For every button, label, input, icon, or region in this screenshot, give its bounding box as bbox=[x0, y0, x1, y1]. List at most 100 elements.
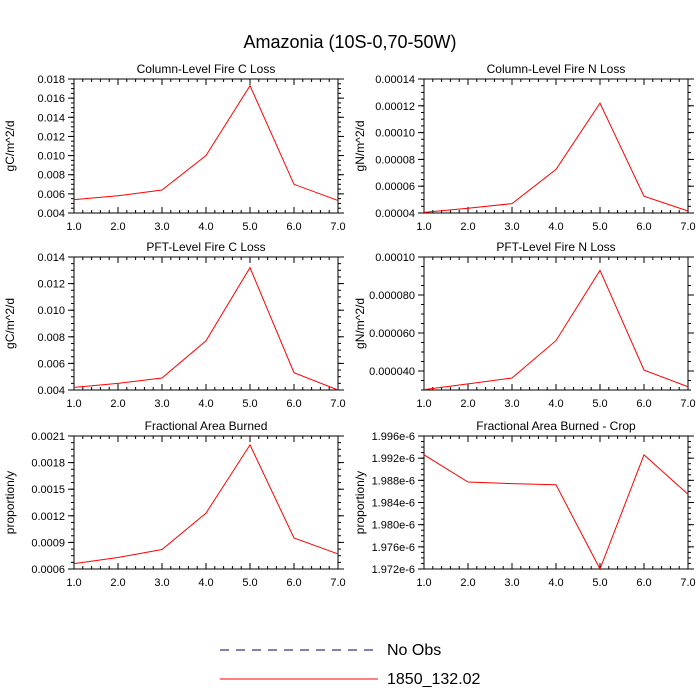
y-tick-label: 0.012 bbox=[37, 279, 65, 291]
series-line bbox=[73, 84, 339, 202]
plot-frame bbox=[423, 78, 689, 214]
y-tick-label: 1.972e-6 bbox=[372, 564, 415, 576]
plot-frame bbox=[73, 78, 339, 214]
y-tick-label: 0.000060 bbox=[369, 328, 415, 340]
chart-panel-1: Column-Level Fire C Loss gC/m^2/d 1.0 2.0 3.… bbox=[3, 62, 346, 233]
y-tick-label: 1.988e-6 bbox=[372, 475, 415, 487]
y-tick-label: 1.996e-6 bbox=[372, 431, 415, 443]
x-tick-label: 1.0 bbox=[66, 577, 81, 589]
y-tick-label: 0.000040 bbox=[369, 366, 415, 378]
x-tick-label: 7.0 bbox=[680, 398, 695, 410]
x-tick-label: 6.0 bbox=[286, 398, 301, 410]
y-tick-label: 0.00010 bbox=[375, 128, 415, 140]
chart-panels: Column-Level Fire C Loss gC/m^2/d 1.0 2.0 3.… bbox=[3, 62, 696, 589]
chart-title: PFT-Level Fire N Loss bbox=[496, 240, 615, 254]
y-tick-label: 0.00014 bbox=[375, 74, 415, 86]
x-tick-label: 5.0 bbox=[592, 221, 607, 233]
x-tick-label: 4.0 bbox=[548, 221, 563, 233]
legend: No Obs 1850_132.02 bbox=[220, 642, 481, 688]
chart-panel-2: Column-Level Fire N Loss gN/m^2/d 1.0 2.0 3.… bbox=[353, 62, 696, 233]
y-tick-label: 0.014 bbox=[37, 252, 65, 264]
y-tick-label: 1.976e-6 bbox=[372, 542, 415, 554]
chart-title: PFT-Level Fire C Loss bbox=[146, 240, 265, 254]
x-tick-label: 6.0 bbox=[286, 577, 301, 589]
x-tick-label: 7.0 bbox=[330, 577, 345, 589]
y-tick-label: 0.018 bbox=[37, 74, 65, 86]
x-tick-label: 1.0 bbox=[416, 398, 431, 410]
x-tick-label: 3.0 bbox=[504, 221, 519, 233]
y-tick-label: 0.016 bbox=[37, 93, 65, 105]
chart-panel-4: PFT-Level Fire N Loss gN/m^2/d 1.0 2.0 3.0 4.… bbox=[353, 240, 696, 410]
x-tick-label: 4.0 bbox=[548, 398, 563, 410]
x-tick-label: 5.0 bbox=[592, 398, 607, 410]
x-tick-label: 7.0 bbox=[330, 221, 345, 233]
y-tick-label: 0.010 bbox=[37, 305, 65, 317]
plot-frame bbox=[423, 435, 689, 570]
x-tick-label: 4.0 bbox=[198, 577, 213, 589]
y-tick-label: 0.000080 bbox=[369, 290, 415, 302]
x-tick-label: 2.0 bbox=[110, 577, 125, 589]
x-tick-label: 3.0 bbox=[154, 577, 169, 589]
chart-title: Column-Level Fire C Loss bbox=[137, 62, 276, 76]
chart-title: Fractional Area Burned - Crop bbox=[476, 419, 636, 433]
y-tick-label: 0.0006 bbox=[31, 564, 65, 576]
x-tick-label: 5.0 bbox=[242, 398, 257, 410]
y-tick-label: 0.004 bbox=[37, 385, 65, 397]
chart-title: Column-Level Fire N Loss bbox=[487, 62, 626, 76]
x-tick-label: 4.0 bbox=[548, 577, 563, 589]
x-tick-label: 3.0 bbox=[154, 398, 169, 410]
x-tick-label: 1.0 bbox=[66, 221, 81, 233]
x-tick-label: 5.0 bbox=[242, 577, 257, 589]
y-tick-label: 0.006 bbox=[37, 358, 65, 370]
y-tick-label: 0.00004 bbox=[375, 208, 415, 220]
series-line bbox=[73, 443, 339, 565]
y-tick-label: 0.00010 bbox=[375, 252, 415, 264]
x-tick-label: 2.0 bbox=[460, 577, 475, 589]
x-tick-label: 6.0 bbox=[636, 398, 651, 410]
x-tick-label: 4.0 bbox=[198, 398, 213, 410]
x-tick-label: 3.0 bbox=[504, 398, 519, 410]
x-tick-label: 2.0 bbox=[110, 221, 125, 233]
y-tick-label: 1.984e-6 bbox=[372, 498, 415, 510]
x-tick-label: 6.0 bbox=[636, 577, 651, 589]
chart-panel-5: Fractional Area Burned proportion/y 1.0 2.0… bbox=[3, 419, 346, 589]
y-axis-label: gN/m^2/d bbox=[353, 121, 367, 172]
x-tick-label: 1.0 bbox=[416, 577, 431, 589]
y-tick-label: 0.0012 bbox=[31, 511, 65, 523]
chart-panel-3: PFT-Level Fire C Loss gC/m^2/d 1.0 2.0 3.0 4.… bbox=[3, 240, 346, 410]
plot-frame bbox=[73, 435, 339, 570]
series-line bbox=[423, 269, 689, 391]
y-tick-label: 0.0009 bbox=[31, 537, 65, 549]
y-tick-label: 0.00012 bbox=[375, 101, 415, 113]
series-line bbox=[423, 453, 689, 571]
legend-label-model: 1850_132.02 bbox=[387, 671, 481, 688]
x-tick-label: 5.0 bbox=[242, 221, 257, 233]
x-tick-label: 2.0 bbox=[110, 398, 125, 410]
x-tick-label: 2.0 bbox=[460, 221, 475, 233]
plot-frame bbox=[73, 256, 339, 391]
y-tick-label: 0.0015 bbox=[31, 484, 65, 496]
y-axis-label: proportion/y bbox=[3, 471, 17, 534]
y-axis-label: gC/m^2/d bbox=[3, 121, 17, 172]
y-tick-label: 1.980e-6 bbox=[372, 520, 415, 532]
x-tick-label: 1.0 bbox=[66, 398, 81, 410]
y-tick-label: 0.008 bbox=[37, 332, 65, 344]
x-tick-label: 7.0 bbox=[680, 577, 695, 589]
chart-panel-6: Fractional Area Burned - Crop proportion/… bbox=[353, 419, 696, 589]
y-tick-label: 0.010 bbox=[37, 151, 65, 163]
y-tick-label: 0.012 bbox=[37, 131, 65, 143]
y-axis-label: gC/m^2/d bbox=[3, 298, 17, 349]
y-tick-label: 0.006 bbox=[37, 189, 65, 201]
x-tick-label: 7.0 bbox=[680, 221, 695, 233]
x-tick-label: 5.0 bbox=[592, 577, 607, 589]
x-tick-label: 4.0 bbox=[198, 221, 213, 233]
x-tick-label: 6.0 bbox=[286, 221, 301, 233]
y-axis-label: proportion/y bbox=[353, 471, 367, 534]
x-tick-label: 7.0 bbox=[330, 398, 345, 410]
y-tick-label: 0.008 bbox=[37, 170, 65, 182]
x-tick-label: 3.0 bbox=[504, 577, 519, 589]
y-tick-label: 1.992e-6 bbox=[372, 453, 415, 465]
figure-title: Amazonia (10S-0,70-50W) bbox=[243, 32, 456, 52]
plot-frame bbox=[423, 256, 689, 391]
